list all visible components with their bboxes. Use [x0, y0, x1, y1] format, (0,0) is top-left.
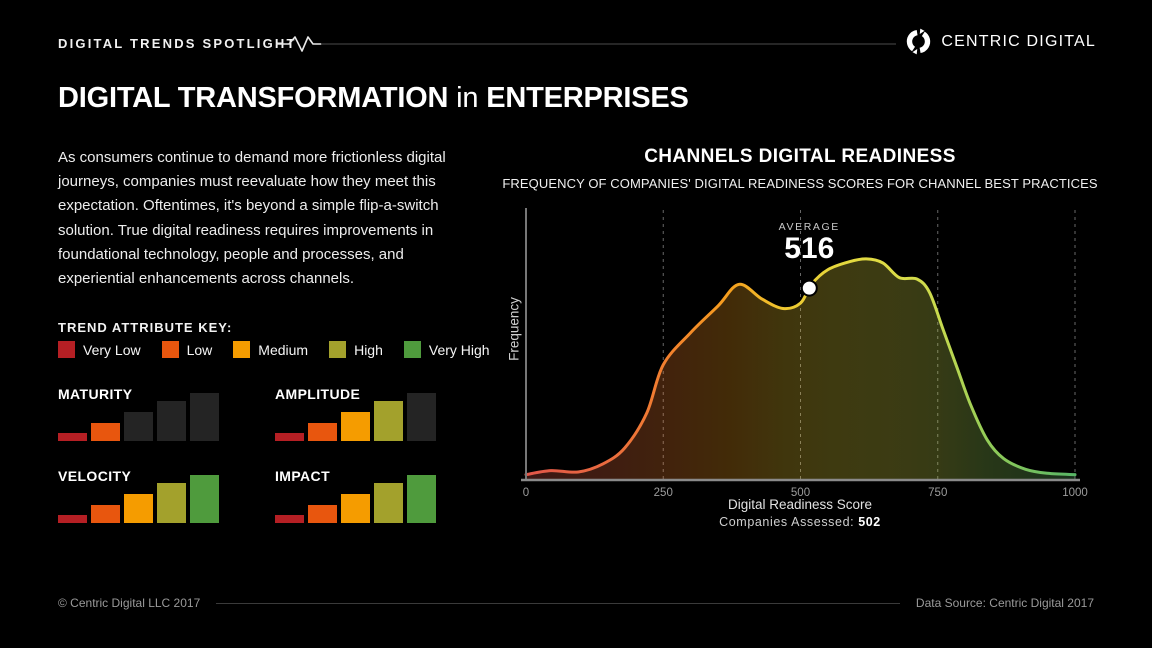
x-tick-label: 500	[791, 487, 810, 499]
footer: © Centric Digital LLC 2017 Data Source: …	[58, 596, 1094, 610]
footer-divider	[216, 602, 900, 604]
attribute-bar	[308, 505, 337, 523]
attribute-bar	[91, 423, 120, 441]
attribute-bar	[124, 412, 153, 441]
title-part1: DIGITAL TRANSFORMATION	[58, 82, 449, 114]
legend-swatch-very-low	[58, 341, 75, 358]
x-tick-label: 1000	[1062, 487, 1088, 499]
footer-data-source: Data Source: Centric Digital 2017	[915, 596, 1094, 610]
x-tick-label: 750	[928, 487, 947, 499]
chart-subtitle: FREQUENCY OF COMPANIES' DIGITAL READINES…	[502, 176, 1098, 191]
legend-swatch-very-high	[403, 341, 421, 358]
legend-label-very-high: Very High	[428, 341, 490, 358]
attribute-bar	[190, 475, 219, 523]
x-tick-label: 0	[523, 487, 529, 499]
attribute-bar	[157, 483, 186, 523]
eyebrow-title: DIGITAL TRENDS SPOTLIGHT	[58, 36, 297, 51]
legend-label-very-low: Very Low	[83, 341, 141, 358]
page-title: DIGITAL TRANSFORMATION in ENTERPRISES	[58, 82, 689, 115]
attribute-bars-velocity	[58, 475, 228, 523]
attribute-bar	[190, 393, 219, 441]
attribute-bar	[374, 483, 403, 523]
legend-label-high: High	[354, 341, 383, 358]
legend-label-medium: Medium	[258, 341, 309, 358]
average-value: 516	[784, 232, 835, 265]
companies-assessed: Companies Assessed: 502	[505, 515, 1095, 529]
legend-item-low: Low	[161, 341, 213, 358]
average-caption: AVERAGE	[778, 221, 840, 233]
attribute-label-impact: IMPACT	[275, 468, 331, 484]
average-annotation: AVERAGE 516	[779, 221, 840, 265]
brand-name: CENTRIC DIGITAL	[941, 32, 1096, 50]
legend-item-very-low: Very Low	[58, 341, 141, 358]
attribute-bar	[91, 505, 120, 523]
attribute-bar	[308, 423, 337, 441]
attribute-bars-maturity	[58, 393, 228, 441]
legend-label-low: Low	[186, 341, 213, 358]
attribute-label-velocity: VELOCITY	[58, 468, 132, 484]
legend-swatch-low	[161, 341, 179, 358]
brand-logo: CENTRIC DIGITAL	[905, 28, 1096, 55]
companies-assessed-label: Companies Assessed:	[719, 515, 855, 529]
attribute-label-amplitude: AMPLITUDE	[275, 386, 361, 402]
title-part2: ENTERPRISES	[486, 82, 689, 114]
attribute-bars-impact	[275, 475, 445, 523]
attribute-bar	[58, 433, 87, 441]
attribute-chart-maturity: MATURITY	[58, 386, 228, 444]
attribute-chart-impact: IMPACT	[275, 468, 445, 526]
frequency-curve	[524, 257, 1077, 477]
attribute-bar	[275, 515, 304, 523]
title-connector: in	[448, 82, 487, 114]
attribute-chart-amplitude: AMPLITUDE	[275, 386, 445, 444]
attribute-bar	[58, 515, 87, 523]
attribute-bar	[157, 401, 186, 441]
y-axis-label: Frequency	[506, 297, 522, 361]
attribute-bar	[374, 401, 403, 441]
chart-title: CHANNELS DIGITAL READINESS	[644, 146, 956, 167]
attribute-bar	[341, 412, 370, 441]
x-axis-label: Digital Readiness Score	[727, 497, 873, 512]
legend-item-high: High	[329, 341, 383, 358]
attribute-bars-amplitude	[275, 393, 445, 441]
legend-item-very-high: Very High	[403, 341, 490, 358]
trend-key-legend: Very Low Low Medium High Very High	[58, 341, 490, 358]
heartbeat-pulse-icon	[276, 36, 896, 52]
attribute-bar	[341, 494, 370, 523]
legend-swatch-medium	[233, 341, 251, 358]
attribute-label-maturity: MATURITY	[58, 386, 133, 402]
attribute-bar	[407, 393, 436, 441]
legend-swatch-high	[329, 341, 347, 358]
intro-paragraph: As consumers continue to demand more fri…	[58, 149, 446, 288]
attribute-bar	[124, 494, 153, 523]
average-marker-dot	[800, 279, 818, 297]
attribute-bar	[275, 433, 304, 441]
footer-copyright: © Centric Digital LLC 2017	[58, 596, 201, 610]
legend-item-medium: Medium	[233, 341, 308, 358]
attribute-bar	[407, 475, 436, 523]
x-tick-label: 250	[654, 487, 673, 499]
companies-assessed-value: 502	[858, 515, 881, 529]
centric-digital-logo-icon	[907, 28, 931, 55]
readiness-frequency-chart: 0 250 500 750 1000	[521, 208, 1088, 499]
trend-key-label: TREND ATTRIBUTE KEY:	[58, 320, 233, 335]
attribute-chart-velocity: VELOCITY	[58, 468, 228, 526]
